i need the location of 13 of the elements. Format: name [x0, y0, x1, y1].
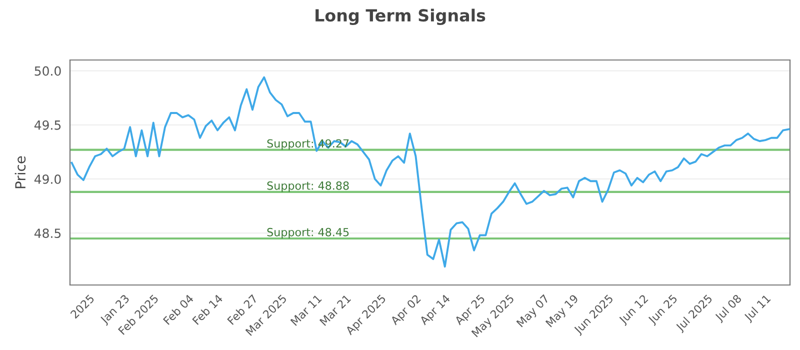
y-tick-label: 48.5: [34, 228, 61, 238]
y-tick-label: 50.0: [34, 66, 61, 76]
y-axis-title: Price: [14, 156, 26, 188]
x-tick-label: Jul 08: [714, 294, 744, 324]
ref-line-label: Support: 48.45: [267, 228, 349, 238]
x-tick-label: Feb 14: [192, 294, 224, 326]
y-tick-label: 49.5: [34, 120, 61, 130]
ref-line-label: Support: 48.88: [267, 181, 349, 192]
line-series: [70, 76, 790, 268]
x-tick-label: Jul 11: [743, 294, 772, 324]
y-tick-label: 49.0: [34, 174, 61, 184]
chart-title: Long Term Signals: [316, 8, 486, 26]
x-tick-label: Jun 12: [618, 294, 650, 326]
